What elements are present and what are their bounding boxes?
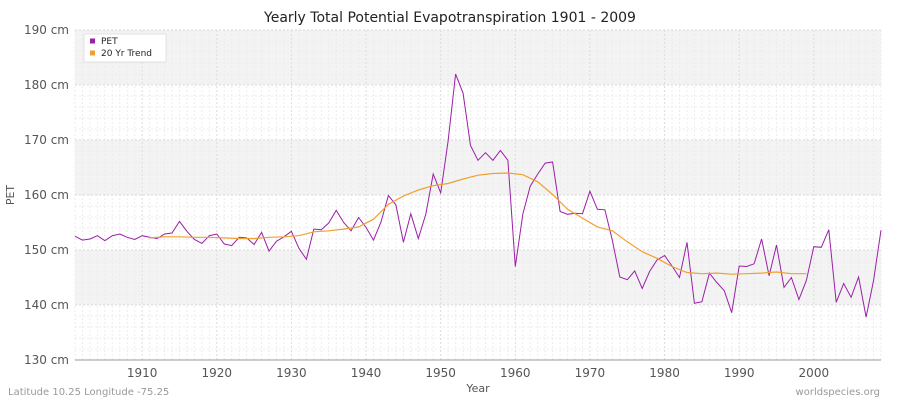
x-axis-label: Year	[465, 382, 490, 395]
footer-source: worldspecies.org	[796, 387, 880, 398]
y-tick-labels: 130 cm 140 cm 150 cm 160 cm 170 cm 180 cm 190 …	[24, 23, 69, 367]
legend-swatch-pet	[90, 38, 95, 44]
y-tick-label: 150 cm	[24, 243, 69, 257]
x-tick-label: 1940	[351, 366, 382, 380]
x-tick-label: 1910	[127, 366, 158, 380]
y-tick-label: 130 cm	[24, 353, 69, 367]
footer-location: Latitude 10.25 Longitude -75.25	[8, 387, 169, 398]
y-tick-label: 160 cm	[24, 188, 69, 202]
y-axis-label: PET	[4, 185, 17, 206]
x-tick-label: 1930	[276, 366, 307, 380]
y-tick-label: 170 cm	[24, 133, 69, 147]
legend-box	[83, 33, 167, 63]
series-line-trend	[149, 172, 807, 275]
y-tick-label: 140 cm	[24, 298, 69, 312]
x-tick-label: 1990	[724, 366, 755, 380]
x-tick-label: 1960	[500, 366, 531, 380]
x-tick-label: 1970	[575, 366, 606, 380]
x-tick-label: 2000	[799, 366, 830, 380]
legend-swatch-trend	[90, 50, 95, 56]
y-tick-label: 180 cm	[24, 78, 69, 92]
x-tick-label: 1920	[202, 366, 233, 380]
x-tick-label: 1950	[425, 366, 456, 380]
x-tick-label: 1980	[649, 366, 680, 380]
x-tick-labels: 1910 1920 1930 1940 1950 1960 1970 1980 1990 2000	[127, 366, 829, 380]
legend: PET 20 Yr Trend	[83, 33, 167, 63]
legend-label-pet: PET	[101, 37, 118, 47]
y-tick-label: 190 cm	[24, 23, 69, 37]
legend-label-trend: 20 Yr Trend	[101, 49, 152, 59]
chart-title: Yearly Total Potential Evapotranspiratio…	[263, 10, 636, 26]
series-line-pet	[74, 73, 882, 318]
